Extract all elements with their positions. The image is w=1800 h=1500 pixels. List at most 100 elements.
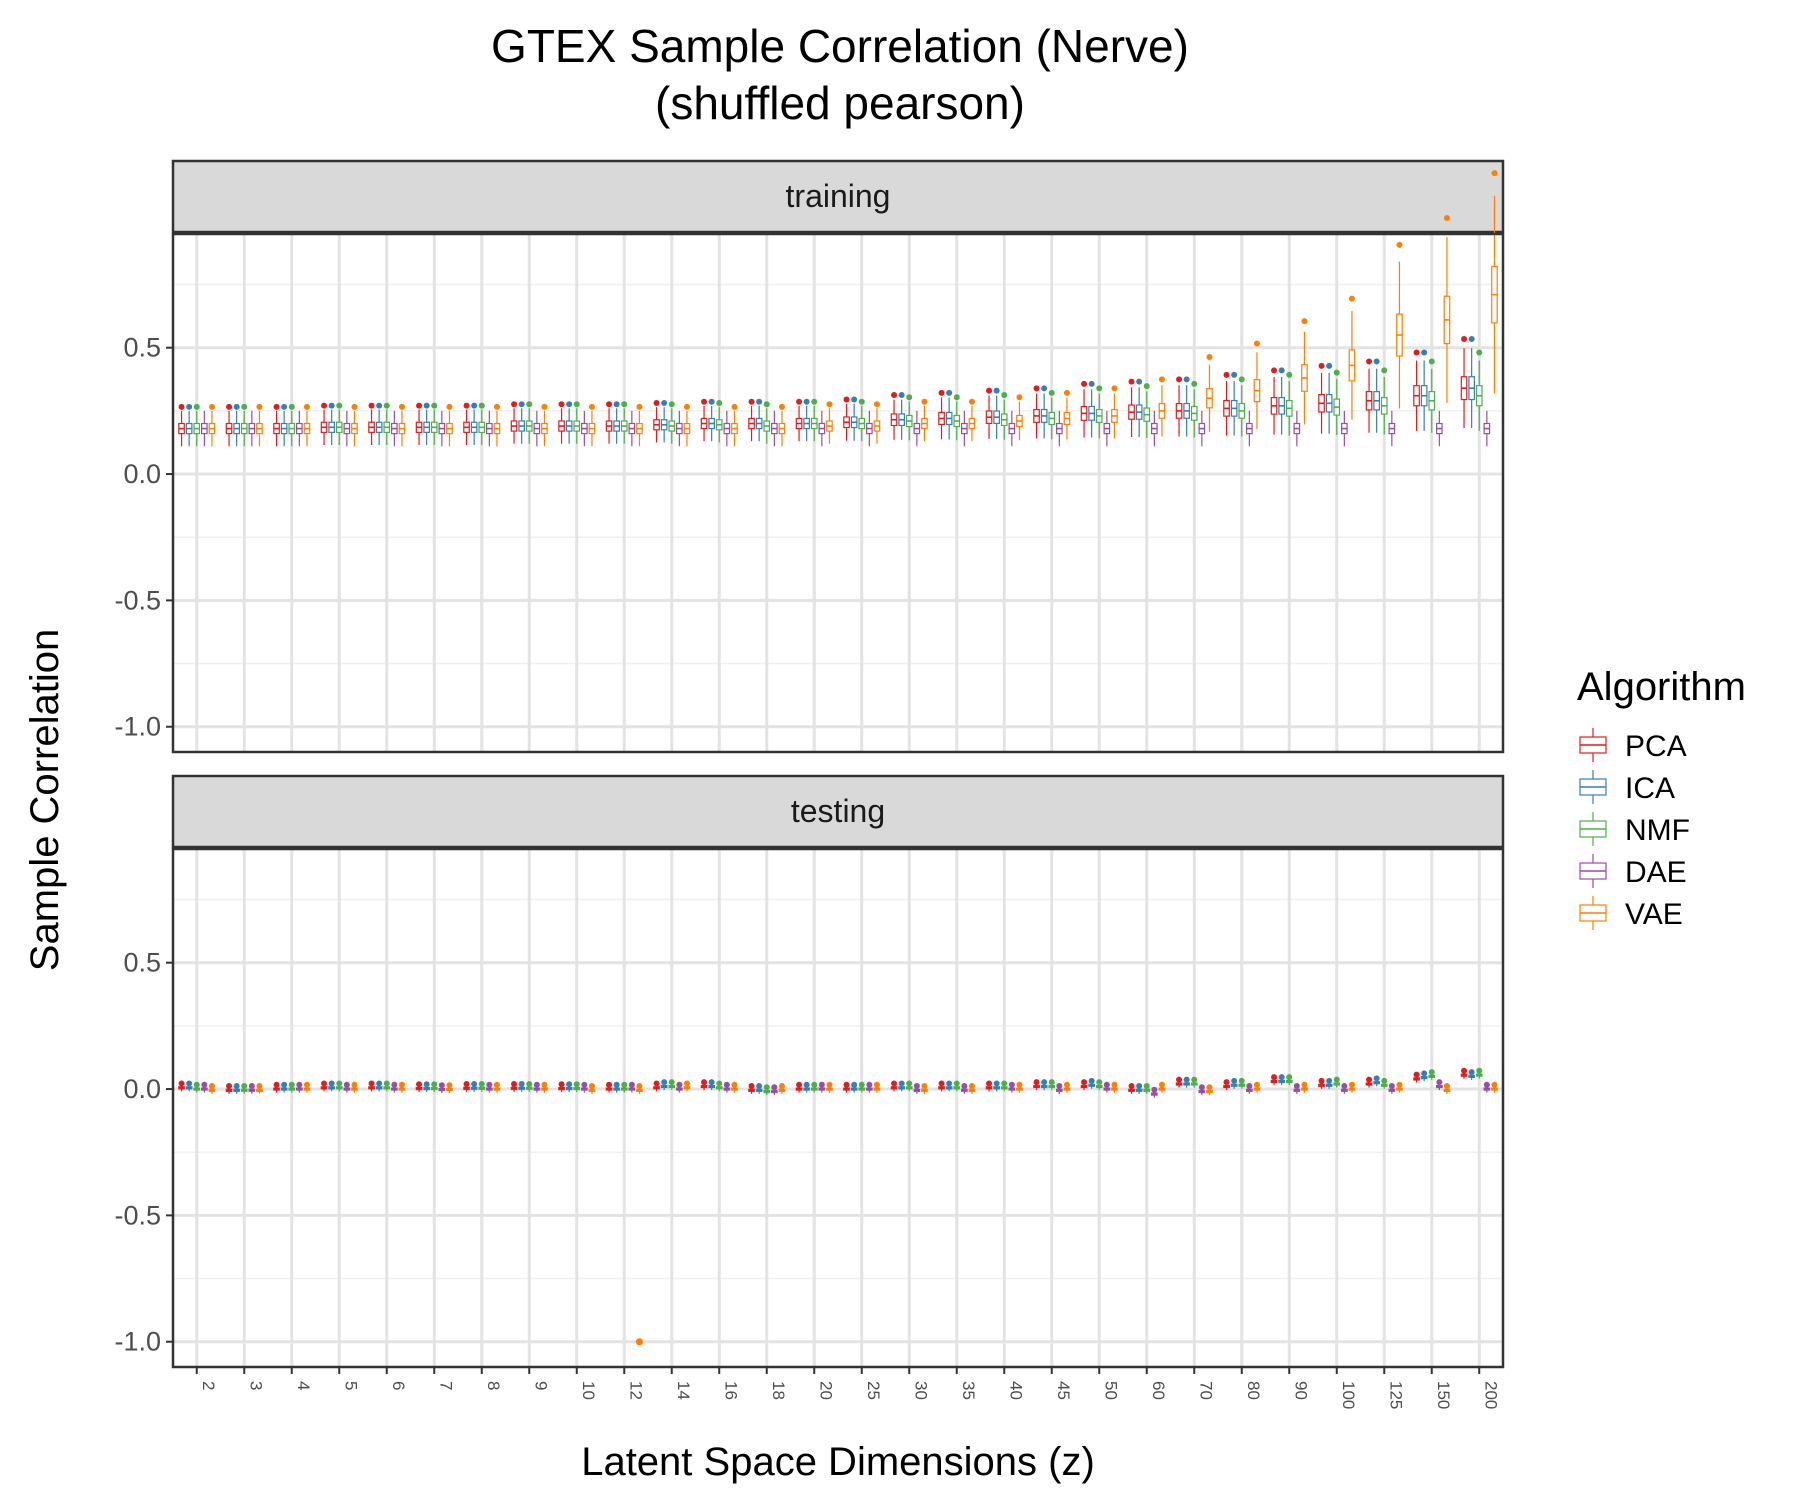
box-pca-9 bbox=[510, 1080, 518, 1092]
box-outlier bbox=[201, 1081, 208, 1088]
box-outlier bbox=[993, 387, 1000, 394]
box-outlier bbox=[1348, 295, 1355, 302]
box-nmf-60 bbox=[1143, 1082, 1151, 1094]
box-dae-7 bbox=[438, 410, 446, 447]
box-outlier bbox=[1246, 1082, 1253, 1089]
x-tick-label: 16 bbox=[721, 1381, 740, 1400]
x-tick-label: 70 bbox=[1196, 1381, 1215, 1400]
box-outlier bbox=[463, 402, 470, 409]
box-outlier bbox=[446, 1082, 453, 1089]
box-outlier bbox=[541, 403, 548, 410]
box-outlier bbox=[178, 1080, 185, 1087]
box-outlier bbox=[1143, 383, 1150, 390]
box-outlier bbox=[1041, 1079, 1048, 1086]
box-nmf-200 bbox=[1475, 1067, 1483, 1079]
box-outlier bbox=[1016, 1081, 1023, 1088]
box-vae-80 bbox=[1253, 1081, 1261, 1093]
box-dae-150 bbox=[1436, 1079, 1443, 1091]
box-outlier bbox=[1461, 1067, 1468, 1074]
box-outlier bbox=[843, 1081, 850, 1088]
legend-label: DAE bbox=[1625, 856, 1687, 889]
box-dae-100 bbox=[1341, 410, 1348, 447]
box-dae-16 bbox=[723, 410, 731, 447]
box-outlier bbox=[763, 1084, 770, 1091]
box-outlier bbox=[961, 1082, 968, 1089]
box-outlier bbox=[1476, 1067, 1483, 1074]
box-outlier bbox=[1318, 362, 1325, 369]
box-outlier bbox=[898, 1080, 905, 1087]
box-nmf-35 bbox=[953, 394, 961, 441]
legend-label: VAE bbox=[1625, 898, 1683, 931]
strip-training bbox=[171, 159, 1505, 234]
box-pca-125 bbox=[1365, 358, 1373, 433]
box-outlier bbox=[1436, 1079, 1443, 1086]
box-outlier bbox=[1048, 1079, 1055, 1086]
box-outlier bbox=[811, 398, 818, 405]
x-tick-label: 40 bbox=[1006, 1381, 1025, 1400]
y-tick-label: -1.0 bbox=[114, 1327, 161, 1357]
box-outlier bbox=[1443, 1082, 1450, 1089]
box-dae-90 bbox=[1293, 410, 1301, 447]
box-vae-12 bbox=[636, 1082, 643, 1094]
box-outlier bbox=[716, 1080, 723, 1087]
box-outlier bbox=[1468, 1069, 1475, 1076]
box-nmf-50 bbox=[1095, 1079, 1103, 1091]
box-nmf-40 bbox=[1000, 1080, 1008, 1092]
box-ica-18 bbox=[755, 398, 763, 442]
box-nmf-8 bbox=[478, 402, 486, 445]
box-outlier bbox=[723, 1081, 730, 1088]
box-pca-20 bbox=[795, 1081, 803, 1093]
box-vae-5 bbox=[351, 1081, 358, 1093]
box-outlier bbox=[478, 402, 485, 409]
box-vae-6 bbox=[398, 403, 406, 447]
box-outlier bbox=[676, 1081, 683, 1088]
box-ica-12 bbox=[613, 401, 620, 444]
box-outlier bbox=[636, 1082, 643, 1089]
box-nmf-100 bbox=[1333, 1076, 1341, 1088]
box-outlier bbox=[843, 396, 850, 403]
box-nmf-25 bbox=[858, 1081, 866, 1093]
box-outlier bbox=[613, 1081, 620, 1088]
box-outlier bbox=[438, 1082, 445, 1089]
box-outlier bbox=[1191, 380, 1198, 387]
x-tick-label: 12 bbox=[626, 1381, 645, 1400]
box-outlier bbox=[376, 402, 383, 409]
box-nmf-4 bbox=[288, 1081, 296, 1093]
box-outlier bbox=[1238, 376, 1245, 383]
box-ica-3 bbox=[233, 403, 240, 447]
box-outlier bbox=[851, 396, 858, 403]
box-outlier bbox=[321, 402, 328, 409]
x-tick-label: 30 bbox=[911, 1381, 930, 1400]
box-outlier bbox=[463, 1080, 470, 1087]
box-pca-12 bbox=[605, 1081, 613, 1093]
box-outlier bbox=[866, 1081, 873, 1088]
x-tick-label: 45 bbox=[1054, 1381, 1073, 1400]
box-outlier bbox=[1326, 1077, 1333, 1084]
box-ica-6 bbox=[375, 1080, 383, 1092]
box-outlier bbox=[1128, 1082, 1135, 1089]
box-outlier bbox=[1468, 336, 1475, 343]
box-vae-12 bbox=[636, 403, 643, 447]
box-nmf-90 bbox=[1285, 371, 1293, 436]
box-outlier bbox=[351, 1081, 358, 1088]
box-pca-10 bbox=[558, 401, 565, 444]
box-nmf-20 bbox=[810, 1081, 818, 1093]
box-outlier bbox=[683, 403, 690, 410]
box-outlier bbox=[953, 394, 960, 401]
box-outlier bbox=[906, 1080, 913, 1087]
box-nmf-16 bbox=[715, 400, 723, 443]
x-tick-label: 20 bbox=[816, 1381, 835, 1400]
box-outlier bbox=[446, 403, 453, 410]
chart-subtitle-line: (shuffled pearson) bbox=[655, 77, 1025, 129]
x-axis: 2 3 4 5 6 7 8 9 10 12 14 16 18 20 25 30 35 40 45 50 60 70 80 90… bbox=[195, 1367, 1500, 1409]
box-outlier bbox=[946, 389, 953, 396]
box-ica-20 bbox=[803, 398, 810, 442]
box-outlier bbox=[1333, 1076, 1340, 1083]
box-pca-80 bbox=[1223, 371, 1230, 436]
box-nmf-30 bbox=[905, 1080, 913, 1092]
box-outlier bbox=[1428, 358, 1435, 365]
box-outlier bbox=[1366, 358, 1373, 365]
box-ica-5 bbox=[328, 1080, 335, 1092]
box-nmf-70 bbox=[1190, 380, 1198, 438]
box-dae-4 bbox=[296, 410, 303, 447]
